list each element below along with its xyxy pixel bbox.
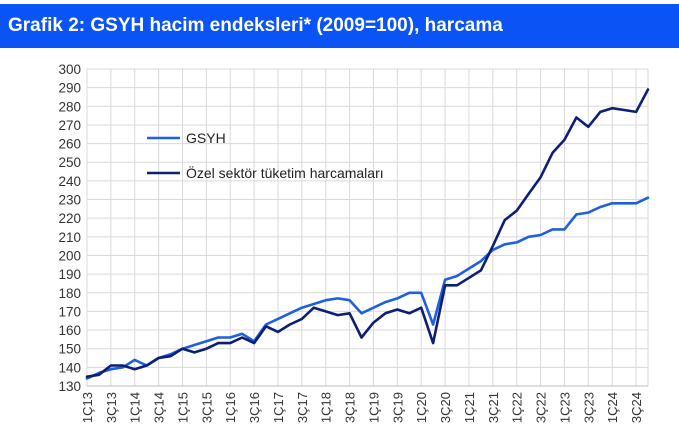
x-tick-label: 3Ç18	[343, 392, 358, 423]
y-tick-label: 180	[58, 286, 81, 301]
x-tick-label: 1Ç22	[510, 392, 525, 423]
x-tick-label: 3Ç20	[438, 392, 453, 423]
x-tick-label: 1Ç13	[80, 392, 95, 423]
y-tick-label: 200	[58, 248, 81, 263]
x-tick-label: 1Ç14	[128, 392, 143, 423]
y-tick-label: 130	[58, 379, 81, 394]
y-tick-label: 220	[58, 211, 81, 226]
x-tick-label: 3Ç19	[390, 392, 405, 423]
y-tick-label: 260	[58, 137, 81, 152]
x-tick-label: 1Ç20	[414, 392, 429, 423]
y-tick-label: 160	[58, 323, 81, 338]
x-tick-label: 1Ç21	[462, 392, 477, 423]
legend-label: GSYH	[186, 130, 226, 146]
x-tick-label: 1Ç17	[271, 392, 286, 423]
y-tick-label: 280	[58, 99, 81, 114]
x-tick-label: 3Ç22	[534, 392, 549, 423]
y-tick-label: 210	[58, 230, 81, 245]
x-tick-label: 1Ç24	[605, 392, 620, 423]
legend-label: Özel sektör tüketim harcamaları	[186, 164, 384, 181]
chart-grid	[86, 68, 649, 387]
y-tick-label: 240	[58, 174, 81, 189]
y-tick-label: 170	[58, 304, 81, 319]
x-axis-ticks: 1Ç13 3Ç13 1Ç14 3Ç14 1Ç15 3Ç15 1Ç16 3Ç16 1Ç17 3Ç17…	[80, 392, 644, 423]
chart-title: Grafik 2: GSYH hacim endeksleri* (2009=1…	[0, 4, 679, 48]
y-tick-label: 140	[58, 360, 81, 375]
y-axis-ticks: 130 140 150 160 170 180 190 200 210 220 230 240 250 2…	[58, 62, 81, 394]
series-line-ozel-sektor	[85, 88, 650, 379]
legend: GSYH Özel sektör tüketim harcamaları	[147, 130, 384, 181]
y-tick-label: 250	[58, 155, 81, 170]
x-tick-label: 1Ç18	[319, 392, 334, 423]
y-tick-label: 150	[58, 342, 81, 357]
x-tick-label: 1Ç15	[175, 392, 190, 423]
y-tick-label: 190	[58, 267, 81, 282]
x-tick-label: 3Ç17	[295, 392, 310, 423]
x-tick-label: 1Ç23	[557, 392, 572, 423]
x-tick-label: 3Ç24	[629, 392, 644, 423]
y-tick-label: 230	[58, 193, 81, 208]
x-tick-label: 1Ç19	[366, 392, 381, 423]
x-tick-label: 3Ç16	[247, 392, 262, 423]
x-tick-label: 1Ç16	[223, 392, 238, 423]
series-line-gsyh	[85, 196, 650, 380]
x-tick-label: 3Ç15	[199, 392, 214, 423]
x-tick-label: 3Ç14	[152, 392, 167, 423]
y-tick-label: 300	[58, 62, 81, 77]
x-tick-label: 3Ç21	[486, 392, 501, 423]
series-lines	[85, 88, 650, 380]
x-tick-label: 3Ç13	[104, 392, 119, 423]
x-tick-label: 3Ç23	[581, 392, 596, 423]
y-tick-label: 270	[58, 118, 81, 133]
y-tick-label: 290	[58, 81, 81, 96]
